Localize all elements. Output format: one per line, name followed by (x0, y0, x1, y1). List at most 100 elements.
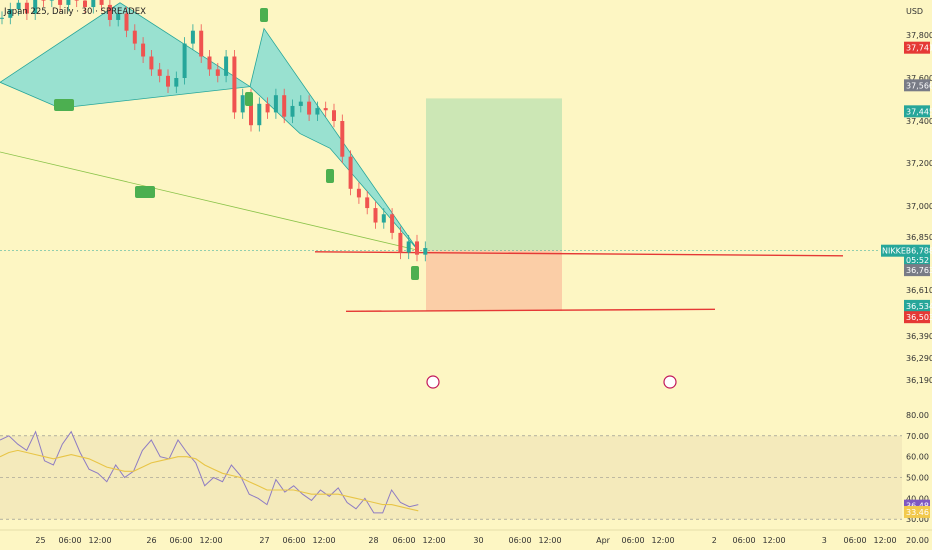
price-tag: 36,534 (904, 299, 932, 312)
candle-body (315, 108, 320, 115)
time-tick-label: 06:00 (844, 536, 867, 545)
candle (373, 201, 378, 229)
candle-body (190, 30, 195, 44)
rsi-pane[interactable]: 80.0070.0060.0050.0040.0030.0020.0036.48… (0, 411, 930, 545)
candle-body (8, 9, 13, 18)
candle (141, 37, 146, 63)
candle-body (83, 0, 87, 8)
currency-label: USD (906, 7, 923, 16)
price-tick-label: 37,200 (906, 159, 932, 168)
candle-body (132, 30, 137, 44)
rsi-tag-label: 33.46 (906, 508, 929, 517)
price-tag-box (904, 105, 930, 118)
candle-body (265, 103, 270, 113)
event-flag-icon (426, 375, 440, 389)
candle (8, 2, 13, 25)
candle-body (332, 110, 336, 121)
time-tick-label: 12:00 (423, 536, 446, 545)
candle (307, 95, 312, 121)
candle (381, 208, 386, 229)
symbol-tag-box (881, 244, 904, 257)
time-tick-label: 12:00 (313, 536, 336, 545)
candle-body (356, 188, 361, 198)
candle (49, 0, 54, 8)
time-tick-label: 27 (259, 536, 269, 545)
candle-body (182, 43, 187, 78)
time-tick-label: 3 (822, 536, 827, 545)
rsi-tick-label: 60.00 (906, 453, 929, 462)
price-pane[interactable] (0, 0, 880, 389)
candle (182, 37, 187, 85)
candle (132, 24, 137, 51)
time-tick-label: 06:00 (59, 536, 82, 545)
candle (207, 50, 212, 76)
candle (232, 50, 237, 119)
time-tick-label: 06:00 (733, 536, 756, 545)
candle (282, 88, 287, 124)
price-tag: 37,445 (904, 105, 932, 118)
candle-body (174, 78, 179, 87)
price-tag-label: 36,763 (906, 266, 932, 275)
candle-body (415, 241, 419, 255)
candle-body (240, 95, 245, 113)
time-tick-label: 28 (368, 536, 378, 545)
candle (273, 88, 278, 119)
rsi-line (0, 430, 419, 514)
symbol-tag: NIKKEI (881, 244, 908, 257)
price-tag-label: 37,741 (906, 44, 932, 53)
support-line-lower (345, 308, 716, 313)
time-tick-label: 06:00 (170, 536, 193, 545)
price-tick-label: 37,600 (906, 74, 932, 83)
candle (24, 0, 29, 20)
pattern-marker (326, 169, 334, 183)
candle-body (257, 103, 262, 126)
stop-zone (426, 250, 562, 311)
candle-body (307, 101, 312, 115)
candle-body (157, 69, 162, 76)
candle-body (423, 248, 428, 255)
candle-body (24, 2, 29, 14)
candle (423, 241, 428, 262)
candle (149, 50, 154, 76)
price-tag-label: 36,503 (906, 313, 932, 322)
price-tick-label: 36,390 (906, 332, 932, 341)
price-tick-label: 36,850 (906, 233, 932, 242)
price-tag-label: 36,788 (906, 247, 932, 256)
rsi-ma-line (0, 449, 419, 512)
time-tick-label: 25 (35, 536, 45, 545)
candle (0, 11, 4, 25)
price-tag-box (904, 264, 930, 277)
candle (99, 0, 104, 12)
candle (415, 234, 419, 262)
support-line-upper (314, 251, 844, 257)
candle-body (232, 56, 237, 113)
time-axis[interactable]: 25 06:00 12:00 26 06:00 12:00 27 06:00 12:00 28 06… (0, 529, 932, 545)
time-tick-label: 06:00 (622, 536, 645, 545)
price-axis[interactable]: 37,800 37,600 37,400 37,200 37,000 36,850 36,6… (881, 31, 932, 385)
candle (315, 101, 320, 121)
candle-body (398, 232, 403, 253)
pattern-marker (411, 266, 419, 280)
candle-body (249, 95, 253, 126)
price-tag-label: 36,534 (906, 302, 932, 311)
price-tick-label: 37,400 (906, 117, 932, 126)
candle-body (41, 0, 46, 1)
price-tag-box (904, 41, 930, 54)
candle-body (406, 241, 411, 253)
candle (116, 7, 121, 27)
rsi-tick-label: 80.00 (906, 411, 929, 420)
candle-body (149, 56, 154, 70)
time-tick-label: 06:00 (283, 536, 306, 545)
price-tag-label: 05:52 (906, 256, 929, 265)
candle (348, 150, 353, 196)
candle (58, 0, 63, 12)
candle (240, 88, 245, 119)
rsi-tick-label: 20.00 (906, 536, 929, 545)
pattern-marker (260, 8, 268, 22)
pattern-marker (245, 92, 253, 106)
candle (166, 69, 170, 94)
trend-line (0, 151, 419, 251)
pattern-label-box (54, 99, 74, 111)
time-tick-label: 26 (146, 536, 156, 545)
price-tag-label: 37,445 (906, 107, 932, 116)
